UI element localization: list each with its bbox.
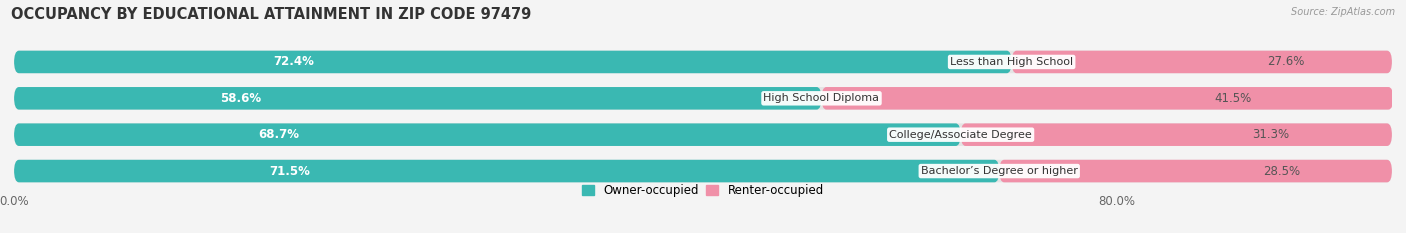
FancyBboxPatch shape — [14, 51, 1012, 73]
Text: Source: ZipAtlas.com: Source: ZipAtlas.com — [1291, 7, 1395, 17]
FancyBboxPatch shape — [960, 123, 1392, 146]
FancyBboxPatch shape — [1012, 51, 1392, 73]
FancyBboxPatch shape — [14, 87, 1392, 110]
Text: 28.5%: 28.5% — [1264, 164, 1301, 178]
FancyBboxPatch shape — [821, 87, 1393, 110]
Text: 27.6%: 27.6% — [1267, 55, 1305, 69]
Text: Bachelor’s Degree or higher: Bachelor’s Degree or higher — [921, 166, 1077, 176]
FancyBboxPatch shape — [14, 87, 821, 110]
Text: College/Associate Degree: College/Associate Degree — [889, 130, 1032, 140]
FancyBboxPatch shape — [14, 160, 1000, 182]
Text: 58.6%: 58.6% — [219, 92, 260, 105]
FancyBboxPatch shape — [14, 160, 1392, 182]
FancyBboxPatch shape — [14, 123, 1392, 146]
FancyBboxPatch shape — [14, 51, 1392, 73]
Legend: Owner-occupied, Renter-occupied: Owner-occupied, Renter-occupied — [582, 184, 824, 197]
Text: 68.7%: 68.7% — [259, 128, 299, 141]
Text: Less than High School: Less than High School — [950, 57, 1073, 67]
Text: 71.5%: 71.5% — [270, 164, 311, 178]
FancyBboxPatch shape — [1000, 160, 1392, 182]
Text: 72.4%: 72.4% — [273, 55, 314, 69]
Text: High School Diploma: High School Diploma — [763, 93, 880, 103]
Text: OCCUPANCY BY EDUCATIONAL ATTAINMENT IN ZIP CODE 97479: OCCUPANCY BY EDUCATIONAL ATTAINMENT IN Z… — [11, 7, 531, 22]
Text: 31.3%: 31.3% — [1253, 128, 1289, 141]
FancyBboxPatch shape — [14, 123, 960, 146]
Text: 41.5%: 41.5% — [1215, 92, 1251, 105]
